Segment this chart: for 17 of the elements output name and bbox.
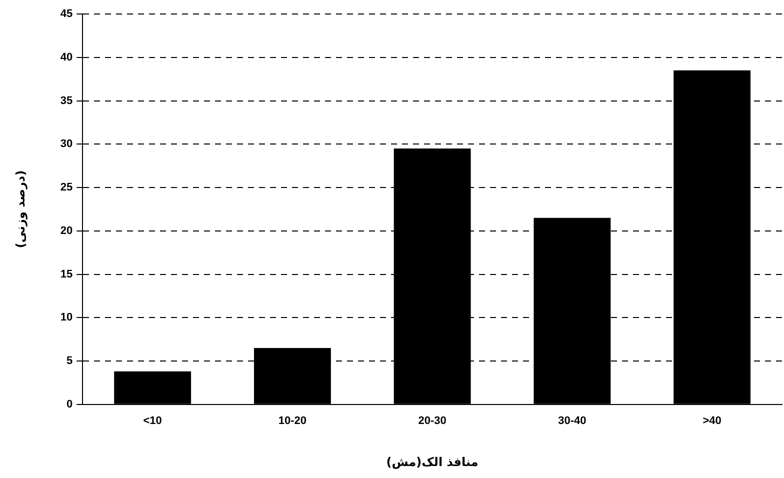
y-tick-label: 5 — [66, 355, 73, 368]
x-tick-label: 20-30 — [418, 415, 446, 428]
y-tick-label: 20 — [60, 224, 73, 237]
y-tick-label: 35 — [60, 94, 73, 107]
y-tick-label: 45 — [60, 8, 73, 20]
y-axis-title: (درصد وزنی) — [13, 170, 28, 248]
x-tick-label: <10 — [143, 415, 162, 428]
x-axis-title: منافذ الک(مش) — [386, 454, 478, 469]
y-tick-label: 10 — [60, 312, 73, 324]
x-tick-label: 10-20 — [278, 415, 307, 428]
y-tick-label: 0 — [66, 398, 73, 410]
y-tick-label: 25 — [60, 182, 73, 194]
y-tick-label: 30 — [60, 138, 73, 150]
y-tick-label: 40 — [60, 51, 73, 64]
x-tick-label: 30-40 — [558, 415, 586, 428]
x-tick-label: >40 — [702, 415, 722, 428]
y-tick-label: 15 — [60, 268, 73, 280]
